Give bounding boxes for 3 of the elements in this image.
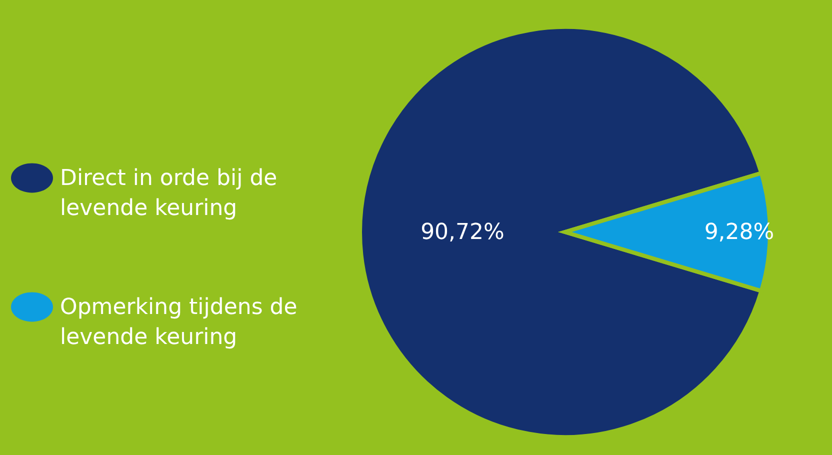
legend-label: Opmerking tijdens de levende keuring xyxy=(60,295,298,350)
legend-label: Direct in orde bij de levende keuring xyxy=(60,166,278,221)
data-label: 90,72% xyxy=(420,220,504,245)
